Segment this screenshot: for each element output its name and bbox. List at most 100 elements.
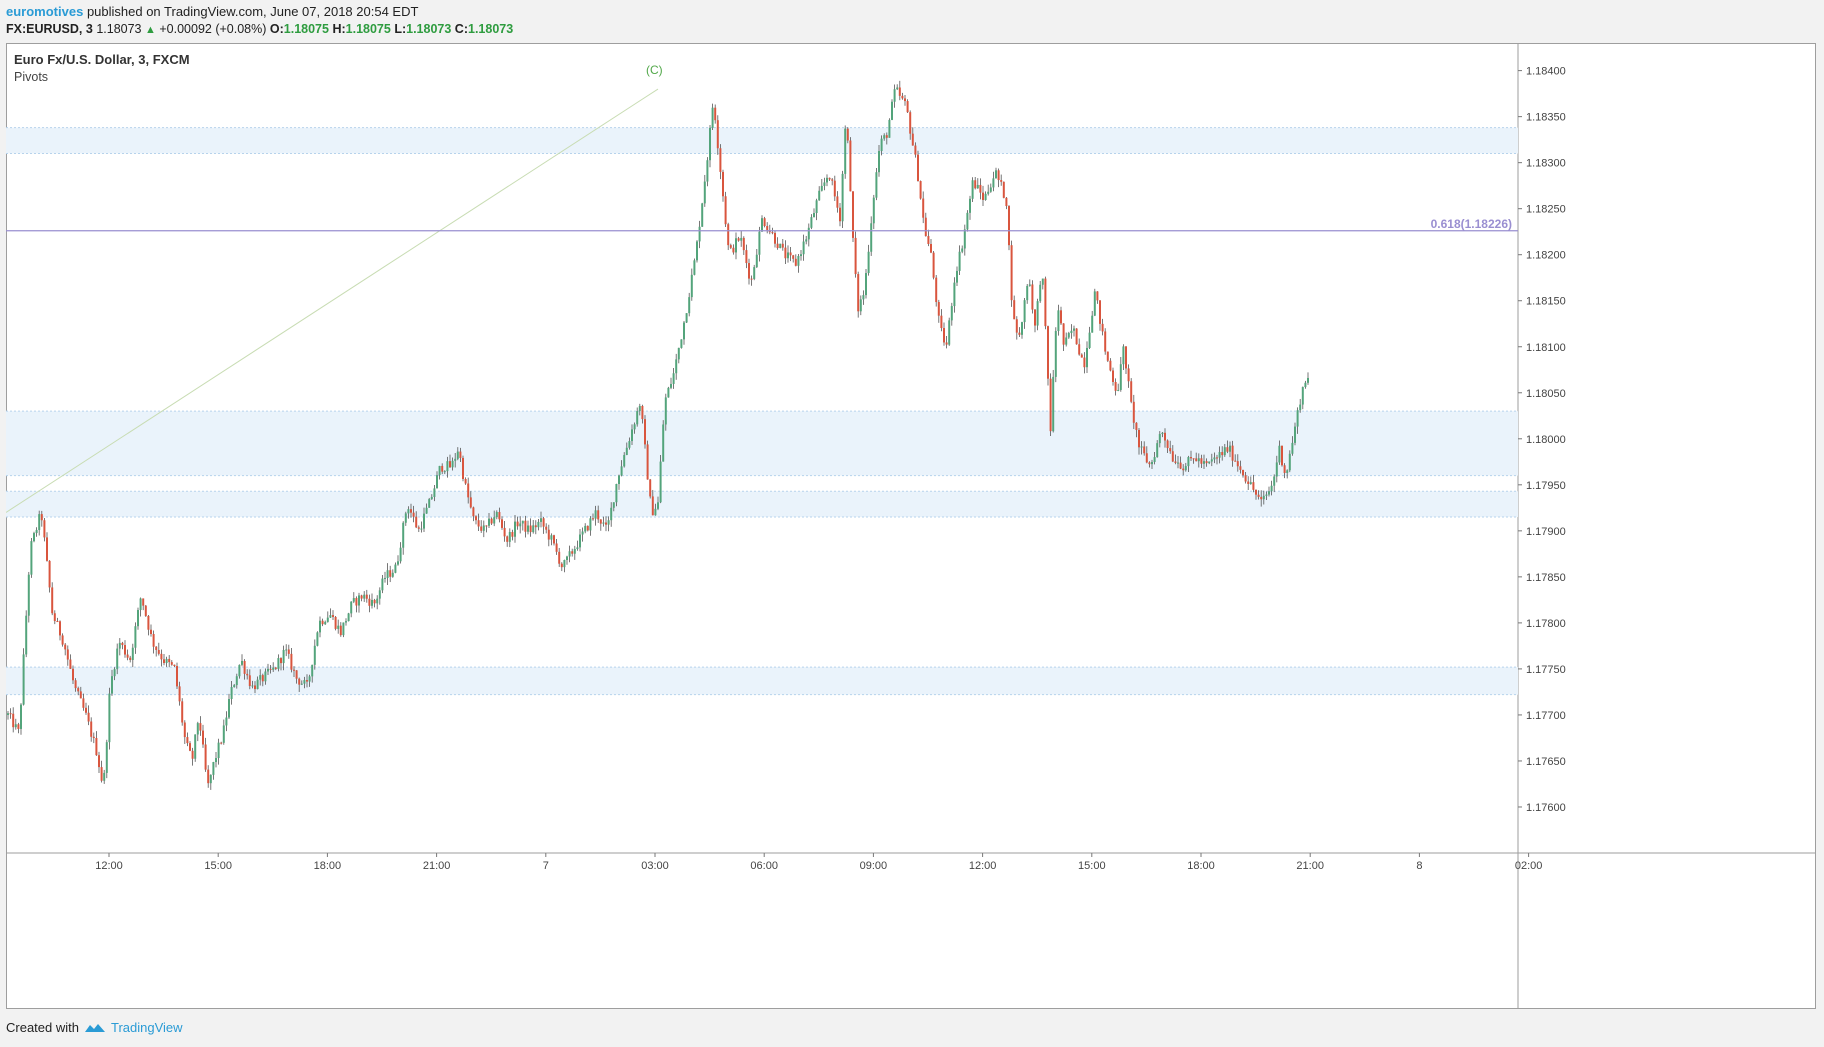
- candle-up: [633, 424, 636, 430]
- candle-down: [72, 668, 74, 681]
- x-tick-label: 09:00: [860, 860, 888, 872]
- candle-down: [586, 525, 589, 531]
- candle-up: [740, 237, 743, 241]
- candle-down: [53, 613, 56, 622]
- candle-down: [716, 120, 719, 149]
- candle-down: [784, 247, 787, 259]
- candle-down: [714, 107, 717, 121]
- candle-up: [235, 676, 238, 686]
- candle-down: [64, 644, 67, 650]
- candle-up: [989, 187, 992, 192]
- candle-down: [542, 518, 545, 527]
- candle-down: [560, 563, 563, 568]
- candle-up: [735, 238, 737, 253]
- indicator-legend-pivots[interactable]: Pivots: [14, 70, 49, 84]
- x-tick-label: 21:00: [423, 860, 451, 872]
- candle-up: [1057, 310, 1060, 332]
- candle-down: [150, 629, 152, 635]
- candle-up: [618, 475, 620, 485]
- candle-up: [1052, 376, 1055, 432]
- price-chart[interactable]: 1.18400 1.18350 1.18300 1.18250 1.18200 1.181…: [6, 43, 1816, 1009]
- candle-down: [849, 140, 852, 192]
- candle-up: [1073, 328, 1075, 331]
- candle-down: [828, 177, 831, 180]
- candle-up: [233, 685, 236, 688]
- candle-down: [77, 688, 80, 692]
- candle-up: [875, 172, 878, 198]
- candle-down: [529, 525, 532, 533]
- candle-down: [412, 512, 415, 517]
- candle-up: [958, 251, 961, 271]
- y-tick-label: 1.17600: [1526, 802, 1566, 814]
- candle-up: [807, 227, 810, 240]
- candle-down: [932, 252, 935, 278]
- x-tick-label: 15:00: [1078, 860, 1106, 872]
- candle-up: [404, 513, 407, 523]
- candle-down: [306, 680, 308, 682]
- candle-down: [1171, 451, 1174, 462]
- candle-down: [321, 620, 324, 625]
- candle-down: [1010, 245, 1013, 301]
- candle-down: [1049, 378, 1052, 432]
- candle-down: [781, 243, 784, 248]
- candle-up: [508, 532, 511, 542]
- candle-up: [438, 465, 441, 476]
- candle-down: [9, 713, 12, 715]
- candle-up: [33, 533, 35, 542]
- candle-up: [628, 441, 631, 448]
- candle-down: [1013, 300, 1016, 320]
- chart-pane[interactable]: [6, 43, 1816, 1009]
- candle-up: [623, 454, 626, 467]
- candle-up: [1140, 446, 1143, 448]
- candle-up: [956, 270, 958, 283]
- candle-up: [755, 254, 758, 268]
- candle-down: [898, 87, 901, 96]
- candle-down: [1112, 370, 1114, 382]
- y-tick-label: 1.17800: [1526, 618, 1566, 630]
- publisher-link[interactable]: euromotives: [6, 4, 84, 19]
- pivot-zone: [6, 491, 1518, 518]
- candle-up: [584, 525, 587, 532]
- pivot-zone: [6, 667, 1518, 695]
- candle-up: [1301, 387, 1304, 405]
- candle-down: [937, 302, 940, 316]
- candle-down: [191, 750, 194, 759]
- candle-up: [14, 724, 17, 728]
- tradingview-link[interactable]: TradingView: [110, 1020, 183, 1035]
- candle-down: [524, 520, 527, 532]
- candle-down: [298, 678, 301, 685]
- candle-down: [467, 483, 470, 498]
- candle-down: [1127, 368, 1130, 382]
- candle-down: [1190, 457, 1192, 459]
- candle-down: [280, 658, 282, 664]
- candle-up: [670, 383, 672, 388]
- candle-up: [995, 170, 997, 179]
- candle-up: [976, 184, 979, 189]
- candle-up: [337, 625, 340, 629]
- candle-up: [20, 704, 22, 729]
- candle-down: [553, 535, 555, 544]
- candle-down: [59, 621, 61, 636]
- candle-up: [579, 534, 581, 548]
- candle-down: [885, 135, 888, 138]
- candle-up: [454, 458, 457, 461]
- candle-down: [558, 551, 561, 564]
- candle-down: [121, 642, 124, 646]
- chart-legend-title[interactable]: Euro Fx/U.S. Dollar, 3, FXCM: [14, 52, 190, 67]
- candle-down: [204, 744, 207, 770]
- candle-up: [971, 180, 974, 199]
- y-tick-label: 1.18300: [1526, 158, 1566, 170]
- candle-up: [433, 488, 436, 497]
- candle-up: [1291, 442, 1294, 454]
- candle-down: [1080, 354, 1083, 358]
- candle-up: [1091, 315, 1094, 333]
- candle-up: [631, 429, 633, 442]
- candle-up: [550, 535, 553, 540]
- candle-up: [326, 617, 329, 622]
- candle-up: [134, 626, 137, 648]
- candle-down: [852, 191, 854, 238]
- candle-up: [823, 182, 826, 186]
- candle-down: [1114, 381, 1117, 391]
- wave-trendline[interactable]: [6, 88, 659, 513]
- candle-up: [961, 248, 964, 252]
